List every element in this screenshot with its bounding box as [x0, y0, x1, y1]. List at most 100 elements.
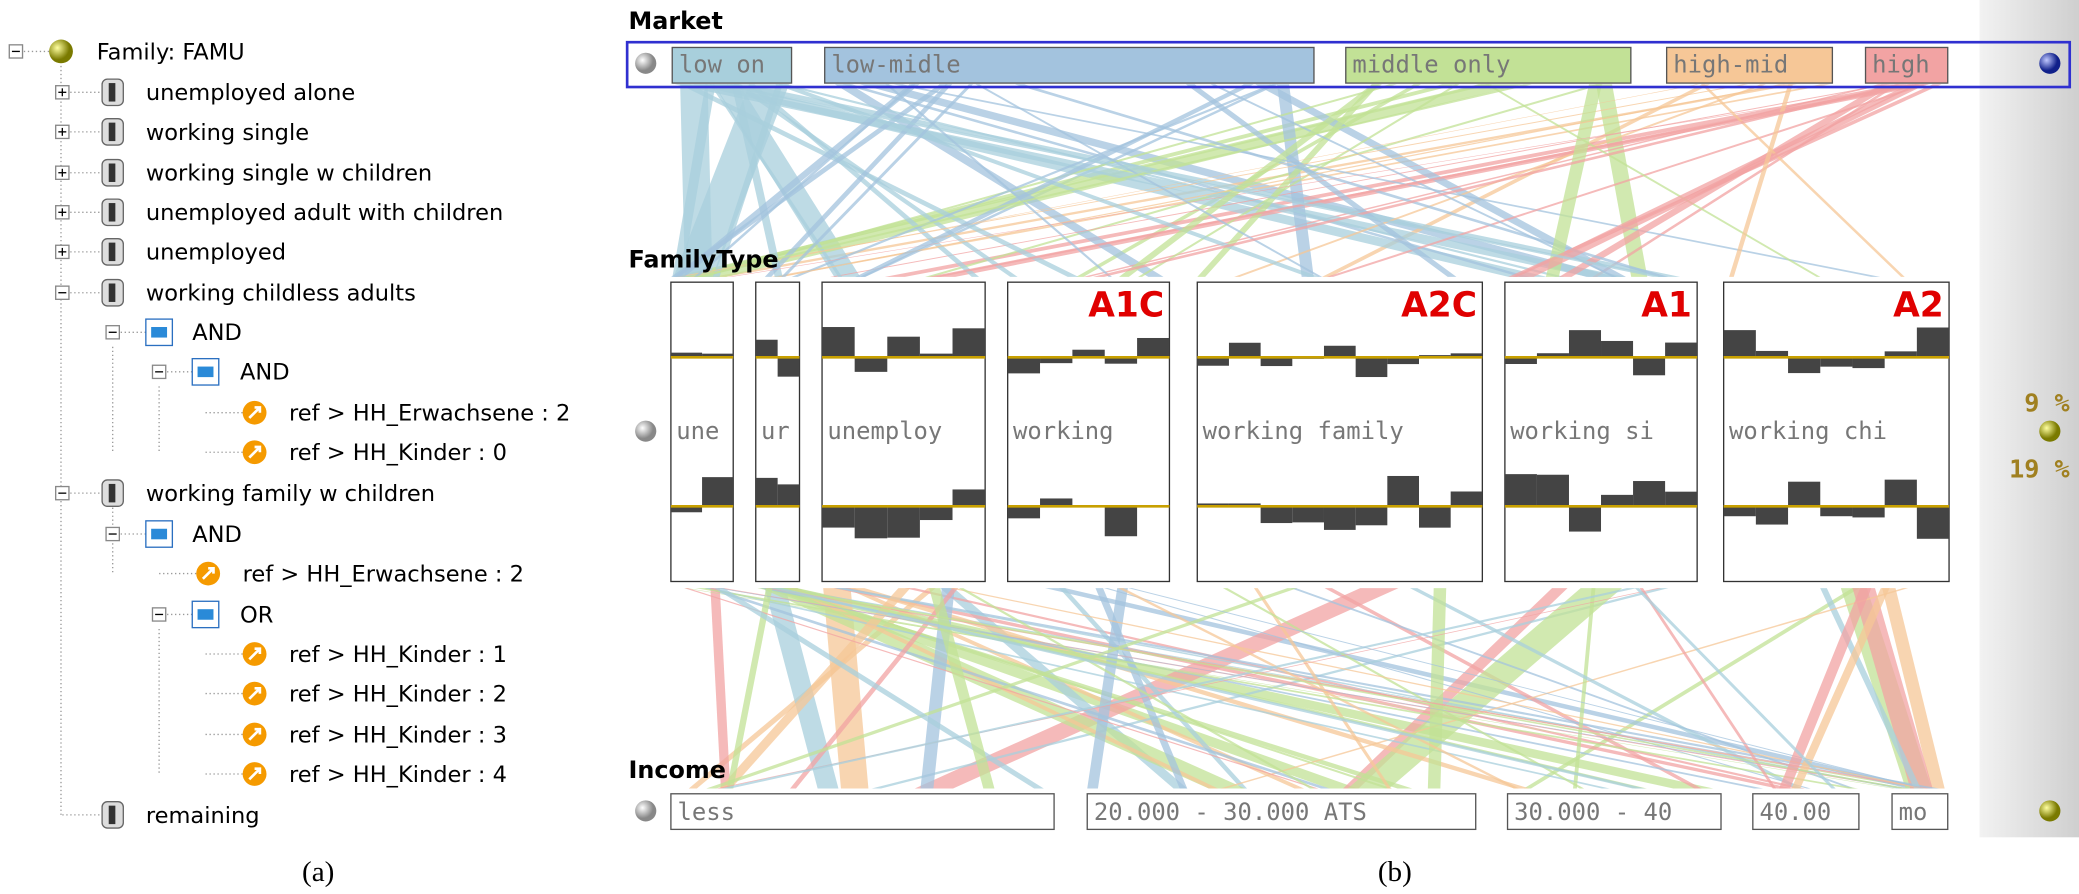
histogram-bar [777, 357, 800, 377]
ribbon [1409, 588, 1803, 789]
tree-node-label[interactable]: ref > HH_Kinder : 2 [289, 682, 507, 708]
ribbon [1729, 84, 1793, 277]
histogram-bar [1355, 506, 1388, 526]
ribbon [720, 588, 1637, 789]
ribbon [1778, 588, 1872, 789]
familytype-box[interactable] [1722, 281, 1950, 583]
handle-ball[interactable] [2039, 800, 2061, 822]
percentage: 19 % [2009, 454, 2070, 483]
income-category[interactable] [670, 793, 1055, 831]
histogram-bar [1665, 342, 1698, 358]
tree-node-label[interactable]: OR [240, 602, 273, 628]
histogram-bar [1723, 330, 1756, 358]
income-label: 20.000 - 30.000 ATS [1094, 798, 1367, 826]
income-label: mo [1899, 798, 1928, 826]
tree-node-label[interactable]: ref > HH_Kinder : 4 [289, 762, 507, 788]
ribbon [728, 84, 1920, 277]
handle-ball[interactable] [635, 420, 657, 442]
tree-node-label[interactable]: unemployed [146, 240, 286, 266]
root-icon [49, 39, 73, 64]
ribbon [1128, 588, 1925, 789]
ribbon [1882, 588, 1945, 789]
familytype-box[interactable] [1196, 281, 1484, 583]
ribbons [671, 84, 1945, 789]
histogram-bar [1104, 357, 1138, 364]
tree-node-label[interactable]: ref > HH_Kinder : 0 [289, 440, 507, 466]
familytype-label: working si [1510, 417, 1654, 445]
ribbon [845, 588, 1305, 789]
ribbon [782, 588, 1931, 789]
ribbon [1545, 84, 1602, 277]
ribbon [1573, 588, 1596, 789]
histogram-bar [1820, 506, 1853, 517]
ribbon [676, 84, 1749, 277]
histogram-bar [1387, 357, 1420, 365]
ribbon [1014, 84, 1669, 277]
histogram-bar [1633, 357, 1666, 376]
tree-node-label[interactable]: ref > HH_Erwachsene : 2 [243, 562, 524, 588]
tree-node-label[interactable]: ref > HH_Kinder : 1 [289, 642, 507, 668]
familytype-box[interactable] [670, 281, 734, 583]
handle-ball[interactable] [635, 52, 657, 74]
histogram-bar [822, 506, 855, 528]
handle-ball[interactable] [2039, 420, 2061, 442]
histogram-bar [1104, 506, 1138, 537]
tree-node-label[interactable]: AND [240, 360, 290, 386]
ribbon [929, 588, 995, 789]
handle-ball[interactable] [635, 800, 657, 822]
family-icon-mark [108, 242, 116, 262]
tree-node-label[interactable]: remaining [146, 803, 260, 829]
ribbon [716, 588, 1910, 789]
tree-node-label[interactable]: unemployed alone [146, 80, 355, 106]
ref-arrow [248, 767, 262, 781]
market-label: low on [679, 51, 765, 79]
familytype-box[interactable] [755, 281, 801, 583]
market-category[interactable] [671, 46, 793, 84]
histogram-bar [702, 353, 734, 358]
tree-node-label[interactable]: ref > HH_Erwachsene : 2 [289, 401, 570, 427]
ref-arrow [201, 566, 215, 580]
ribbon [1485, 84, 1821, 277]
tree-node-label[interactable]: Family: FAMU [97, 39, 245, 65]
histogram-bar [1755, 506, 1789, 525]
ribbon [1087, 588, 1128, 789]
income-category[interactable] [1752, 793, 1860, 831]
tree-node-label[interactable]: ref > HH_Kinder : 3 [289, 722, 507, 748]
ribbon [719, 588, 911, 789]
family-icon-mark [108, 203, 116, 222]
market-category[interactable] [1864, 46, 1949, 84]
tree-node-label[interactable]: AND [192, 320, 242, 346]
income-category[interactable] [1086, 793, 1477, 831]
ref-arrow [248, 647, 262, 661]
ribbon [1791, 588, 1890, 789]
market-category[interactable] [1345, 46, 1632, 84]
ribbon [760, 588, 1764, 789]
ribbon [726, 84, 1681, 277]
histogram-bar [1323, 506, 1356, 530]
market-category[interactable] [1665, 46, 1834, 84]
histogram-bar [1228, 503, 1261, 507]
ribbon [1634, 588, 1836, 789]
market-category[interactable] [824, 46, 1315, 84]
ribbon [694, 84, 916, 277]
income-category[interactable] [1891, 793, 1949, 831]
handle-ball[interactable] [2039, 52, 2061, 74]
family-icon-mark [108, 122, 116, 142]
income-title: Income [628, 756, 725, 784]
tree-node-label[interactable]: working family w children [146, 481, 435, 507]
histogram-bar [1323, 345, 1356, 358]
tree-node-label[interactable]: AND [192, 522, 242, 548]
family-icon-mark [108, 805, 116, 825]
familytype-label: working family [1203, 417, 1404, 445]
histogram-bar [1788, 357, 1821, 374]
histogram-bar [1504, 357, 1537, 365]
operator-icon-mark [151, 528, 168, 540]
tree-node-label[interactable]: working single [146, 120, 309, 146]
familytype-title: FamilyType [628, 246, 778, 274]
tree-node-label[interactable]: working single w children [146, 161, 432, 187]
income-category[interactable] [1506, 793, 1722, 831]
tree-node-label[interactable]: unemployed adult with children [146, 200, 503, 226]
tree-node-label[interactable]: working childless adults [146, 281, 416, 307]
histogram-bar [1197, 357, 1229, 366]
familytype-box[interactable] [1007, 281, 1171, 583]
